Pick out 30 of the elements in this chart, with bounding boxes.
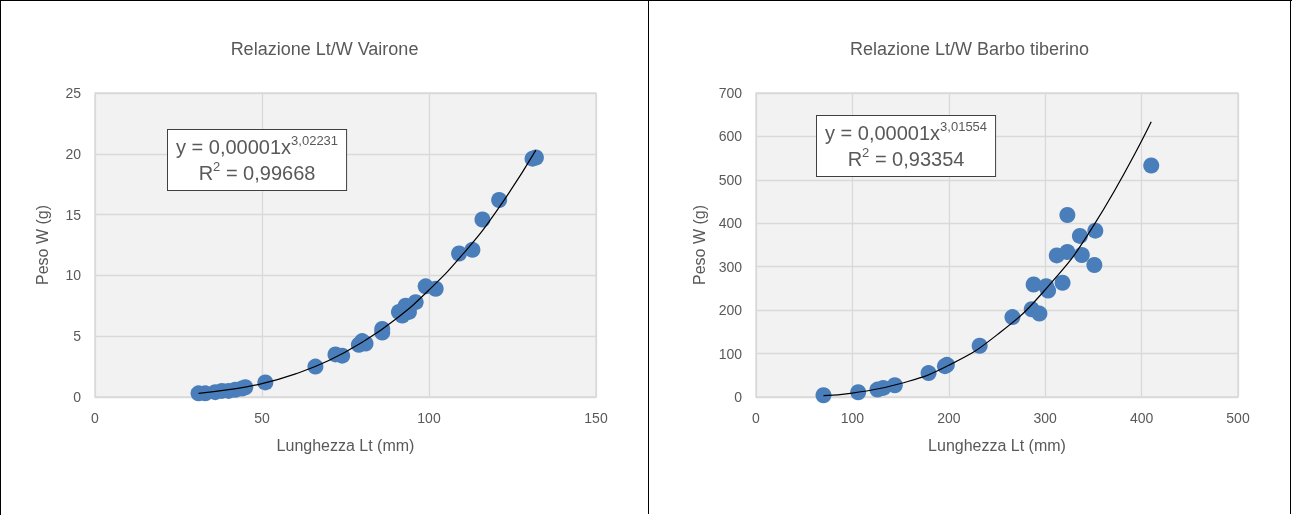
y-tick-label: 400 <box>718 215 743 232</box>
y-axis-title: Peso W (g) <box>691 204 709 286</box>
x-tick-label: 0 <box>752 410 761 426</box>
y-tick-label: 600 <box>718 128 743 145</box>
x-axis-title: Lunghezza Lt (mm) <box>276 436 415 454</box>
x-tick-label: 500 <box>1226 410 1250 426</box>
x-tick-label: 50 <box>254 410 270 426</box>
y-tick-label: 15 <box>65 206 82 223</box>
x-tick-label: 150 <box>584 410 608 426</box>
x-tick-label: 200 <box>937 410 961 426</box>
y-tick-label: 5 <box>73 328 82 345</box>
x-tick-label: 100 <box>840 410 865 426</box>
y-tick-label: 0 <box>734 389 743 405</box>
y-tick-label: 500 <box>718 171 743 188</box>
y-tick-label: 300 <box>718 258 743 275</box>
chart-title: Relazione Lt/W Barbo tiberino <box>849 39 1090 59</box>
y-tick-label: 100 <box>718 345 743 362</box>
x-tick-label: 300 <box>1033 410 1058 426</box>
chart-title: Relazione Lt/W Vairone <box>230 39 419 59</box>
y-tick-label: 700 <box>718 85 743 101</box>
y-tick-label: 0 <box>73 389 82 405</box>
y-tick-label: 10 <box>65 267 82 284</box>
y-tick-label: 20 <box>65 145 82 162</box>
y-tick-label: 200 <box>718 302 743 319</box>
x-tick-label: 0 <box>91 410 100 426</box>
x-tick-label: 400 <box>1129 410 1154 426</box>
x-tick-label: 100 <box>417 410 441 426</box>
y-tick-label: 25 <box>65 85 82 101</box>
y-axis-title: Peso W (g) <box>33 204 51 286</box>
x-axis-title: Lunghezza Lt (mm) <box>928 436 1066 454</box>
